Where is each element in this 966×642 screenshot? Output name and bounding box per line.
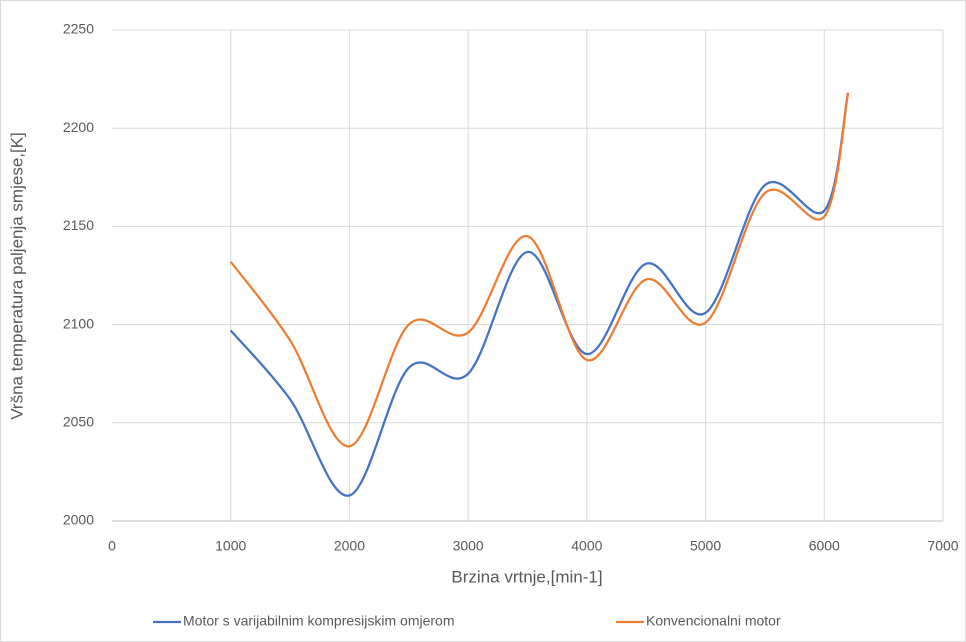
series-line: [229, 92, 850, 448]
y-tick-label: 2150: [63, 217, 94, 233]
y-tick-label: 2050: [63, 414, 94, 430]
series-line: [229, 92, 850, 497]
x-tick-label: 2000: [334, 538, 365, 554]
y-axis-title: Vršna temperatura paljenja smjese,[K]: [7, 132, 26, 420]
x-tick-label: 3000: [453, 538, 484, 554]
y-tick-label: 2100: [63, 315, 94, 331]
x-tick-label: 4000: [571, 538, 602, 554]
legend-label: Motor s varijabilnim kompresijskim omjer…: [183, 613, 455, 629]
x-tick-label: 5000: [690, 538, 721, 554]
x-tick-label: 0: [108, 538, 116, 554]
y-tick-label: 2000: [63, 512, 94, 528]
y-tick-label: 2250: [63, 21, 94, 37]
y-tick-label: 2200: [63, 119, 94, 135]
x-tick-label: 6000: [809, 538, 840, 554]
x-axis-title: Brzina vrtnje,[min-1]: [451, 567, 602, 586]
legend-label: Konvencionalni motor: [646, 613, 781, 629]
x-tick-label: 1000: [215, 538, 246, 554]
x-tick-label: 7000: [927, 538, 958, 554]
